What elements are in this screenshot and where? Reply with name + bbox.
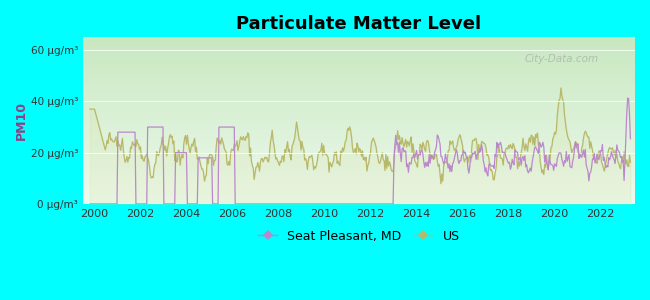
Text: City-Data.com: City-Data.com [525,54,599,64]
Y-axis label: PM10: PM10 [15,101,28,140]
Legend: Seat Pleasant, MD, US: Seat Pleasant, MD, US [254,225,465,248]
Title: Particulate Matter Level: Particulate Matter Level [237,15,482,33]
